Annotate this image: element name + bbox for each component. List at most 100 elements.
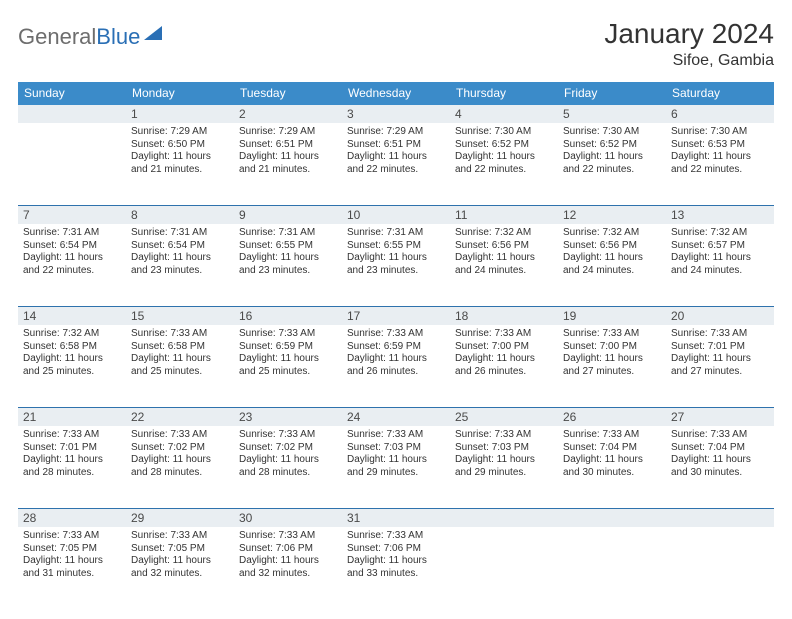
day-number: 19 bbox=[558, 307, 666, 325]
day-number: 20 bbox=[666, 307, 774, 325]
day-number: 22 bbox=[126, 408, 234, 426]
day-number: 21 bbox=[18, 408, 126, 426]
day-info-text: Sunrise: 7:33 AMSunset: 6:59 PMDaylight:… bbox=[239, 328, 337, 378]
day-number-cell: 13 bbox=[666, 205, 774, 224]
day-number-cell: 20 bbox=[666, 306, 774, 325]
weekday-sunday: Sunday bbox=[18, 82, 126, 104]
day-number: 11 bbox=[450, 206, 558, 224]
day-info-cell: Sunrise: 7:32 AMSunset: 6:56 PMDaylight:… bbox=[450, 224, 558, 306]
logo: GeneralBlue bbox=[18, 18, 162, 50]
day-info-cell bbox=[18, 123, 126, 205]
day-number: 12 bbox=[558, 206, 666, 224]
logo-triangle-icon bbox=[144, 26, 162, 40]
weekday-tuesday: Tuesday bbox=[234, 82, 342, 104]
day-number: 28 bbox=[18, 509, 126, 527]
day-info-cell: Sunrise: 7:31 AMSunset: 6:54 PMDaylight:… bbox=[126, 224, 234, 306]
week-info-row: Sunrise: 7:33 AMSunset: 7:01 PMDaylight:… bbox=[18, 426, 774, 508]
day-info-cell: Sunrise: 7:29 AMSunset: 6:51 PMDaylight:… bbox=[342, 123, 450, 205]
day-number: 6 bbox=[666, 105, 774, 123]
calendar-table: Sunday Monday Tuesday Wednesday Thursday… bbox=[18, 82, 774, 609]
day-number: 7 bbox=[18, 206, 126, 224]
day-number-cell: 5 bbox=[558, 104, 666, 123]
week-daynum-row: 21222324252627 bbox=[18, 407, 774, 426]
day-number: 31 bbox=[342, 509, 450, 527]
day-info-cell: Sunrise: 7:31 AMSunset: 6:54 PMDaylight:… bbox=[18, 224, 126, 306]
day-info-text: Sunrise: 7:33 AMSunset: 7:01 PMDaylight:… bbox=[671, 328, 769, 378]
day-number-cell: 21 bbox=[18, 407, 126, 426]
day-info-text: Sunrise: 7:31 AMSunset: 6:55 PMDaylight:… bbox=[239, 227, 337, 277]
day-info-cell: Sunrise: 7:33 AMSunset: 7:06 PMDaylight:… bbox=[234, 527, 342, 609]
day-number-cell: 4 bbox=[450, 104, 558, 123]
calendar-page: GeneralBlue January 2024 Sifoe, Gambia S… bbox=[0, 0, 792, 619]
logo-part1: General bbox=[18, 24, 96, 49]
day-number bbox=[666, 509, 774, 527]
calendar-body: 123456Sunrise: 7:29 AMSunset: 6:50 PMDay… bbox=[18, 104, 774, 609]
day-info-cell: Sunrise: 7:32 AMSunset: 6:56 PMDaylight:… bbox=[558, 224, 666, 306]
day-info-cell: Sunrise: 7:33 AMSunset: 7:03 PMDaylight:… bbox=[450, 426, 558, 508]
weekday-header-row: Sunday Monday Tuesday Wednesday Thursday… bbox=[18, 82, 774, 104]
day-info-text: Sunrise: 7:31 AMSunset: 6:54 PMDaylight:… bbox=[131, 227, 229, 277]
day-number-cell bbox=[18, 104, 126, 123]
week-info-row: Sunrise: 7:33 AMSunset: 7:05 PMDaylight:… bbox=[18, 527, 774, 609]
day-info-cell: Sunrise: 7:30 AMSunset: 6:53 PMDaylight:… bbox=[666, 123, 774, 205]
day-number: 18 bbox=[450, 307, 558, 325]
day-number-cell: 31 bbox=[342, 508, 450, 527]
weekday-monday: Monday bbox=[126, 82, 234, 104]
week-daynum-row: 123456 bbox=[18, 104, 774, 123]
day-info-cell: Sunrise: 7:33 AMSunset: 7:05 PMDaylight:… bbox=[126, 527, 234, 609]
day-number: 17 bbox=[342, 307, 450, 325]
day-number-cell: 9 bbox=[234, 205, 342, 224]
day-number-cell: 17 bbox=[342, 306, 450, 325]
day-info-cell: Sunrise: 7:33 AMSunset: 7:02 PMDaylight:… bbox=[126, 426, 234, 508]
day-number: 10 bbox=[342, 206, 450, 224]
day-info-text: Sunrise: 7:33 AMSunset: 6:58 PMDaylight:… bbox=[131, 328, 229, 378]
day-info-text: Sunrise: 7:33 AMSunset: 7:02 PMDaylight:… bbox=[239, 429, 337, 479]
day-info-cell: Sunrise: 7:30 AMSunset: 6:52 PMDaylight:… bbox=[450, 123, 558, 205]
day-number: 4 bbox=[450, 105, 558, 123]
day-number-cell: 12 bbox=[558, 205, 666, 224]
day-number-cell bbox=[666, 508, 774, 527]
day-info-text: Sunrise: 7:33 AMSunset: 7:00 PMDaylight:… bbox=[563, 328, 661, 378]
day-info-text: Sunrise: 7:33 AMSunset: 7:06 PMDaylight:… bbox=[347, 530, 445, 580]
day-info-cell: Sunrise: 7:33 AMSunset: 7:01 PMDaylight:… bbox=[666, 325, 774, 407]
weekday-thursday: Thursday bbox=[450, 82, 558, 104]
day-number: 27 bbox=[666, 408, 774, 426]
day-number-cell: 6 bbox=[666, 104, 774, 123]
day-number: 9 bbox=[234, 206, 342, 224]
day-number: 14 bbox=[18, 307, 126, 325]
logo-text: GeneralBlue bbox=[18, 24, 140, 50]
day-info-text: Sunrise: 7:33 AMSunset: 7:05 PMDaylight:… bbox=[131, 530, 229, 580]
day-info-cell: Sunrise: 7:33 AMSunset: 6:59 PMDaylight:… bbox=[342, 325, 450, 407]
day-number: 5 bbox=[558, 105, 666, 123]
day-number-cell: 22 bbox=[126, 407, 234, 426]
day-info-cell: Sunrise: 7:31 AMSunset: 6:55 PMDaylight:… bbox=[234, 224, 342, 306]
day-info-cell: Sunrise: 7:33 AMSunset: 6:59 PMDaylight:… bbox=[234, 325, 342, 407]
day-info-text: Sunrise: 7:33 AMSunset: 7:04 PMDaylight:… bbox=[563, 429, 661, 479]
day-info-cell bbox=[450, 527, 558, 609]
day-number: 24 bbox=[342, 408, 450, 426]
day-number: 13 bbox=[666, 206, 774, 224]
day-info-cell: Sunrise: 7:29 AMSunset: 6:51 PMDaylight:… bbox=[234, 123, 342, 205]
day-number: 29 bbox=[126, 509, 234, 527]
day-number bbox=[450, 509, 558, 527]
day-number: 2 bbox=[234, 105, 342, 123]
day-info-text: Sunrise: 7:30 AMSunset: 6:53 PMDaylight:… bbox=[671, 126, 769, 176]
day-number: 16 bbox=[234, 307, 342, 325]
day-info-cell: Sunrise: 7:33 AMSunset: 7:02 PMDaylight:… bbox=[234, 426, 342, 508]
day-info-cell: Sunrise: 7:33 AMSunset: 7:04 PMDaylight:… bbox=[558, 426, 666, 508]
day-number: 30 bbox=[234, 509, 342, 527]
day-info-text: Sunrise: 7:29 AMSunset: 6:50 PMDaylight:… bbox=[131, 126, 229, 176]
day-info-cell: Sunrise: 7:33 AMSunset: 7:00 PMDaylight:… bbox=[558, 325, 666, 407]
day-info-text: Sunrise: 7:31 AMSunset: 6:54 PMDaylight:… bbox=[23, 227, 121, 277]
day-number-cell: 23 bbox=[234, 407, 342, 426]
week-daynum-row: 28293031 bbox=[18, 508, 774, 527]
day-info-cell: Sunrise: 7:32 AMSunset: 6:58 PMDaylight:… bbox=[18, 325, 126, 407]
day-info-text: Sunrise: 7:30 AMSunset: 6:52 PMDaylight:… bbox=[563, 126, 661, 176]
day-number-cell: 30 bbox=[234, 508, 342, 527]
week-info-row: Sunrise: 7:29 AMSunset: 6:50 PMDaylight:… bbox=[18, 123, 774, 205]
weekday-saturday: Saturday bbox=[666, 82, 774, 104]
day-info-text: Sunrise: 7:29 AMSunset: 6:51 PMDaylight:… bbox=[347, 126, 445, 176]
day-info-text: Sunrise: 7:29 AMSunset: 6:51 PMDaylight:… bbox=[239, 126, 337, 176]
day-number-cell: 18 bbox=[450, 306, 558, 325]
day-number: 1 bbox=[126, 105, 234, 123]
